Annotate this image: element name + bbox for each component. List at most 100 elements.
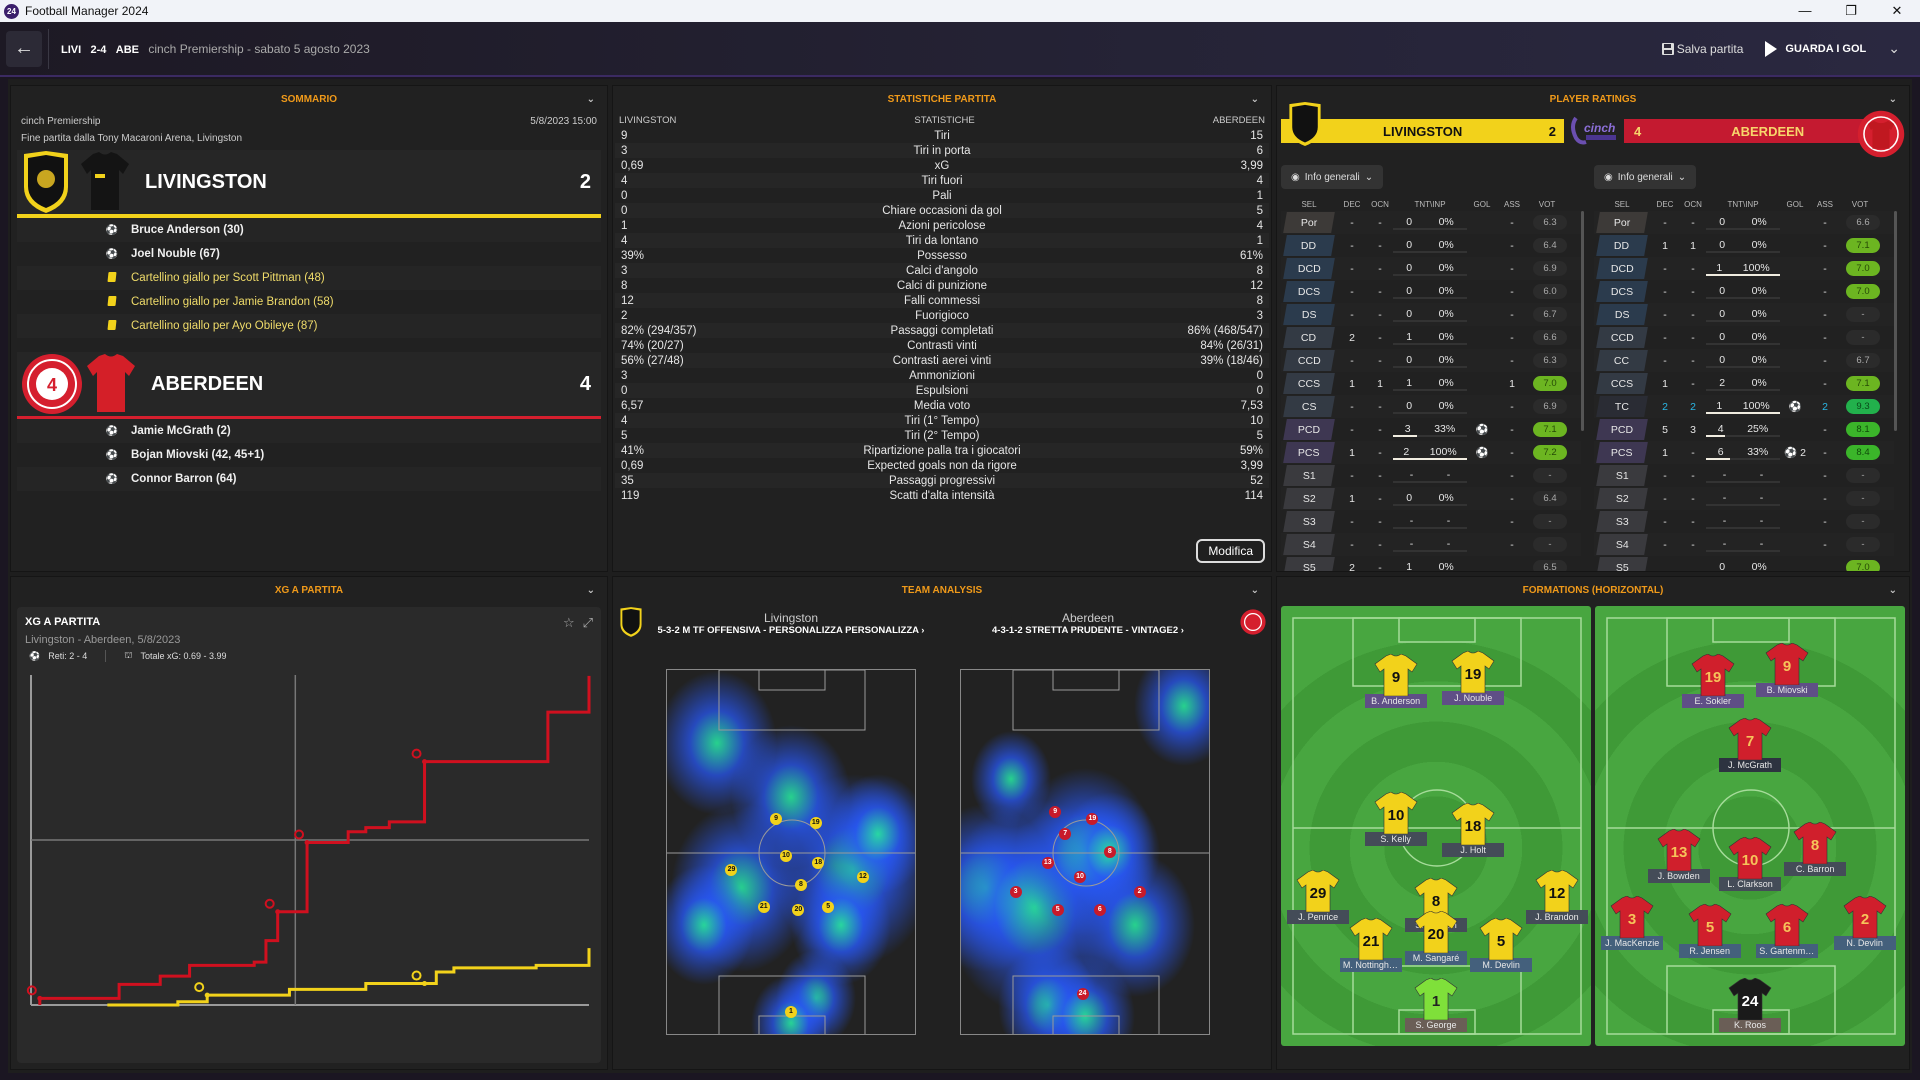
formation-player[interactable]: 19 E. Sokler	[1681, 654, 1744, 709]
player-marker[interactable]: 6	[1093, 904, 1106, 917]
star-icon[interactable]: ☆	[562, 615, 575, 630]
home-team-row[interactable]: LIVINGSTON 2	[17, 150, 601, 214]
edit-stats-button[interactable]: Modifica	[1196, 539, 1265, 563]
collapse-chevron-icon[interactable]: ⌄	[1250, 584, 1259, 596]
player-rating-row[interactable]: DD 1 1 0 0% - 7.1	[1594, 234, 1894, 257]
player-rating-row[interactable]: S5 2 - 1 0% 6.5	[1281, 556, 1581, 571]
home-view-selector[interactable]: ◉ Info generali ⌄	[1281, 165, 1384, 189]
home-ratings-scrollbar[interactable]	[1581, 211, 1584, 431]
player-rating-row[interactable]: DCD - - 0 0% - 6.9	[1281, 257, 1581, 280]
close-button[interactable]: ✕	[1891, 3, 1903, 18]
column-header-gol[interactable]: GOL	[1473, 199, 1491, 209]
player-rating-row[interactable]: DCS - - 0 0% - 7.0	[1594, 280, 1894, 303]
formation-player[interactable]: 10 L. Clarkson	[1719, 836, 1781, 891]
column-header-gol[interactable]: GOL	[1786, 199, 1804, 209]
player-marker[interactable]: 7	[1059, 827, 1072, 840]
maximize-button[interactable]: ❐	[1845, 3, 1857, 18]
away-team-row[interactable]: 4 ABERDEEN 4	[17, 352, 601, 416]
away-formation-link[interactable]: 4-3-1-2 STRETTA PRUDENTE - VINTAGE2 ›	[992, 625, 1184, 636]
player-marker[interactable]: 10	[780, 849, 793, 862]
player-rating-row[interactable]: CCD - - 0 0% - 6.3	[1281, 349, 1581, 372]
player-rating-row[interactable]: Por - - 0 0% - 6.3	[1281, 211, 1581, 234]
collapse-chevron-icon[interactable]: ⌄	[586, 584, 595, 596]
player-marker[interactable]: 8	[794, 878, 807, 891]
player-marker[interactable]: 12	[856, 871, 869, 884]
collapse-chevron-icon[interactable]: ⌄	[586, 93, 595, 105]
player-rating-row[interactable]: S3- - - - - -	[1594, 510, 1894, 533]
watch-goals-button[interactable]: GUARDA I GOL	[1765, 40, 1866, 57]
column-header-ocn[interactable]: OCN	[1371, 199, 1389, 209]
player-marker[interactable]: 8	[1103, 846, 1116, 858]
player-rating-row[interactable]: PCS 1 - 2 100% ⚽ - 7.2	[1281, 441, 1581, 464]
player-marker[interactable]: 9	[770, 813, 783, 826]
away-view-selector[interactable]: ◉ Info generali ⌄	[1594, 165, 1697, 189]
away-ratings-scrollbar[interactable]	[1894, 211, 1897, 431]
formation-player[interactable]: 6 S. Gartenma...	[1756, 903, 1819, 958]
player-marker[interactable]: 20	[792, 904, 805, 917]
column-header-sel[interactable]: SEL	[1301, 199, 1317, 209]
player-marker[interactable]: 5	[1051, 904, 1064, 917]
player-rating-row[interactable]: DCD - - 1 100% - 7.0	[1594, 257, 1894, 280]
back-button[interactable]: ←	[6, 30, 42, 67]
player-rating-row[interactable]: PCD - - 3 33% ⚽ - 7.1	[1281, 418, 1581, 441]
collapse-chevron-icon[interactable]: ⌄	[1250, 93, 1259, 105]
formation-player[interactable]: 7 J. McGrath	[1719, 717, 1781, 772]
player-marker[interactable]: 29	[725, 864, 738, 877]
column-header-vot[interactable]: VOT	[1851, 199, 1869, 209]
formation-player[interactable]: 9 B. Anderson	[1364, 654, 1427, 709]
player-rating-row[interactable]: CCS 1 1 1 0% 1 7.0	[1281, 372, 1581, 395]
player-marker[interactable]: 2	[1133, 886, 1146, 899]
player-marker[interactable]: 3	[1009, 886, 1022, 899]
player-rating-row[interactable]: S3- - - - - -	[1281, 510, 1581, 533]
formation-player[interactable]: 3 J. MacKenzie	[1601, 895, 1664, 951]
save-match-button[interactable]: Salva partita	[1661, 42, 1743, 56]
formation-player[interactable]: 24 K. Roos	[1719, 977, 1781, 1032]
player-rating-row[interactable]: S1- - - - - -	[1594, 464, 1894, 487]
formation-player[interactable]: 9 B. Miovski	[1756, 642, 1819, 698]
expand-icon[interactable]: ⤢	[582, 615, 593, 630]
player-rating-row[interactable]: CCS 1 - 2 0% - 7.1	[1594, 372, 1894, 395]
formation-player[interactable]: 18 J. Holt	[1442, 802, 1505, 858]
player-rating-row[interactable]: CD 2 - 1 0% - 6.6	[1281, 326, 1581, 349]
column-header-tntinp[interactable]: TNT\INP	[1414, 199, 1446, 209]
player-rating-row[interactable]: S2 1 - 0 0% - 6.4	[1281, 487, 1581, 510]
formation-player[interactable]: 5 R. Jensen	[1678, 903, 1741, 958]
player-rating-row[interactable]: DD - - 0 0% - 6.4	[1281, 234, 1581, 257]
player-marker[interactable]: 19	[809, 816, 822, 829]
player-rating-row[interactable]: DS - - 0 0% - 6.7	[1281, 303, 1581, 326]
column-header-sel[interactable]: SEL	[1614, 199, 1630, 209]
column-header-dec[interactable]: DEC	[1656, 199, 1674, 209]
player-rating-row[interactable]: S4- - - - - -	[1594, 533, 1894, 556]
formation-player[interactable]: 5 M. Devlin	[1470, 918, 1533, 973]
player-marker[interactable]: 1	[785, 1006, 797, 1019]
player-rating-row[interactable]: S2- - - - - -	[1594, 487, 1894, 510]
formation-player[interactable]: 19 J. Nouble	[1442, 650, 1505, 705]
minimize-button[interactable]: —	[1798, 3, 1812, 18]
formation-player[interactable]: 21 M. Nottingha...	[1339, 918, 1402, 973]
player-marker[interactable]: 5	[822, 900, 835, 913]
formation-player[interactable]: 10 S. Kelly	[1364, 791, 1427, 846]
away-tactic-header[interactable]: Aberdeen 4-3-1-2 STRETTA PRUDENTE - VINT…	[943, 611, 1233, 636]
player-rating-row[interactable]: PCS 1 - 6 33% ⚽ 2 - 8.4	[1594, 441, 1894, 464]
collapse-chevron-icon[interactable]: ⌄	[1888, 584, 1897, 596]
player-rating-row[interactable]: DS - - 0 0% - -	[1594, 303, 1894, 326]
player-rating-row[interactable]: CS - - 0 0% - 6.9	[1281, 395, 1581, 418]
formation-player[interactable]: 1 S. George	[1405, 977, 1467, 1032]
column-header-dec[interactable]: DEC	[1343, 199, 1361, 209]
player-rating-row[interactable]: TC 2 2 1 100% ⚽ 2 9.3	[1594, 395, 1894, 418]
player-rating-row[interactable]: Por - - 0 0% - 6.6	[1594, 211, 1894, 234]
player-marker[interactable]: 10	[1074, 871, 1087, 884]
column-header-ass[interactable]: ASS	[1503, 199, 1520, 209]
player-marker[interactable]: 9	[1049, 805, 1062, 818]
player-marker[interactable]: 18	[812, 856, 825, 869]
column-header-ocn[interactable]: OCN	[1684, 199, 1702, 209]
formation-player[interactable]: 20 M. Sangaré	[1405, 910, 1467, 966]
player-rating-row[interactable]: DCS - - 0 0% - 6.0	[1281, 280, 1581, 303]
formation-player[interactable]: 12 J. Brandon	[1525, 869, 1588, 925]
player-marker[interactable]: 19	[1086, 813, 1099, 826]
player-rating-row[interactable]: S4- - - - - -	[1281, 533, 1581, 556]
column-header-vot[interactable]: VOT	[1538, 199, 1556, 209]
home-formation-link[interactable]: 5-3-2 M TF OFFENSIVA - PERSONALIZZA PERS…	[657, 625, 925, 636]
collapse-chevron-icon[interactable]: ⌄	[1888, 93, 1897, 105]
player-rating-row[interactable]: S5 0 0% 7.0	[1594, 556, 1894, 571]
